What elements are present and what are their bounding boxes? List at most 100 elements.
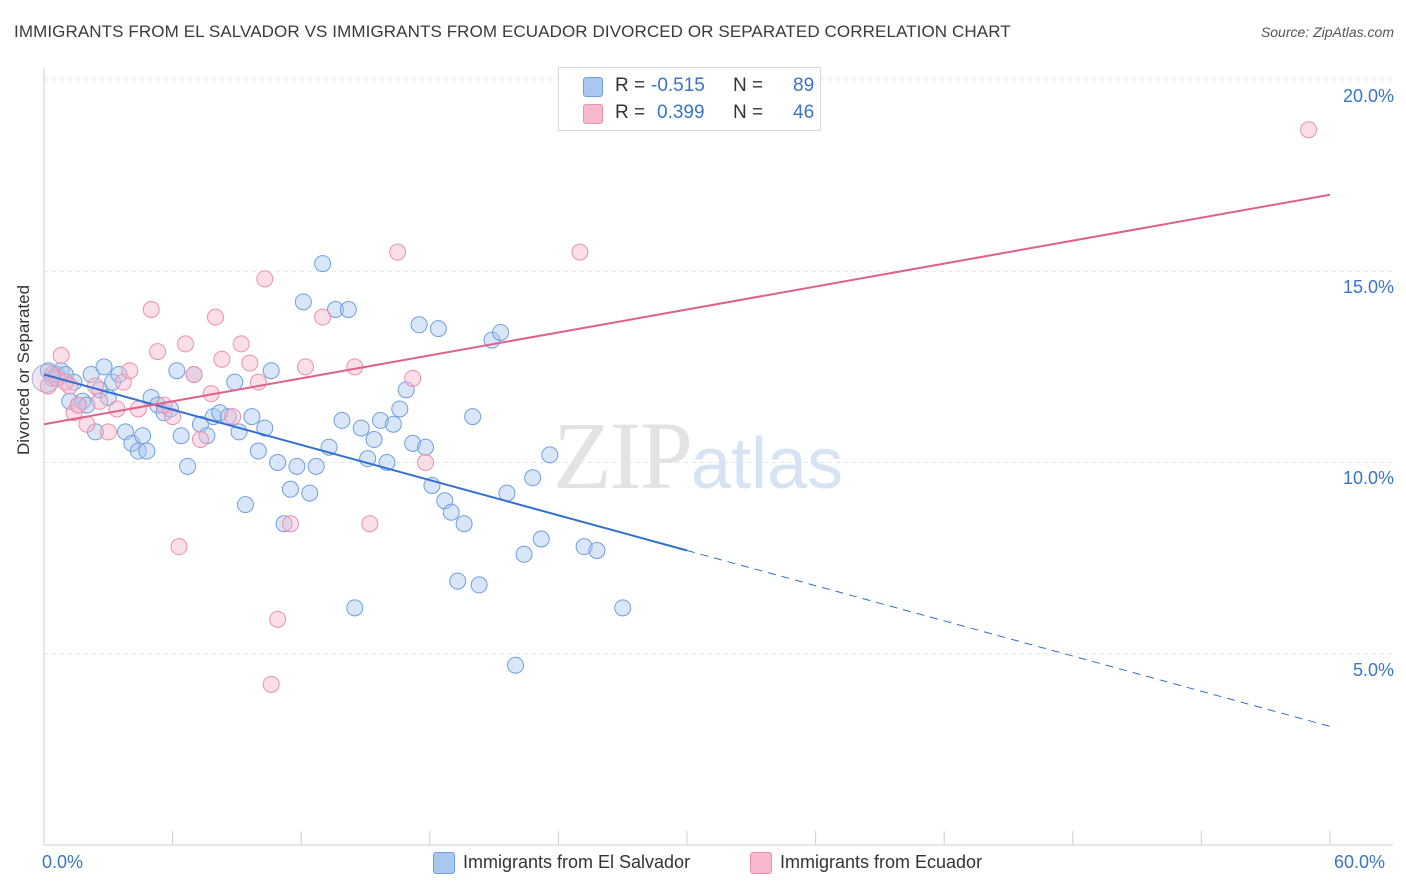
point-el-salvador — [588, 541, 606, 559]
point-ecuador — [314, 308, 332, 326]
legend-r-value: 0.399 — [657, 102, 705, 123]
legend-n-value: 89 — [793, 75, 815, 96]
point-el-salvador — [236, 496, 254, 514]
point-ecuador — [86, 377, 104, 395]
point-el-salvador — [249, 442, 267, 460]
point-el-salvador — [314, 255, 332, 273]
legend-r-label: R = — [615, 75, 646, 96]
point-ecuador — [170, 538, 188, 556]
point-el-salvador — [346, 599, 364, 617]
point-el-salvador — [134, 427, 152, 445]
legend-n-value: 46 — [793, 102, 815, 123]
point-el-salvador — [288, 457, 306, 475]
point-el-salvador — [301, 484, 319, 502]
point-el-salvador — [464, 408, 482, 426]
point-el-salvador — [110, 366, 128, 384]
y-tick-label: 20.0% — [1342, 86, 1394, 106]
point-el-salvador — [256, 419, 274, 437]
point-el-salvador — [524, 469, 542, 487]
point-el-salvador — [507, 656, 525, 674]
point-el-salvador — [372, 411, 390, 429]
legend-r-label: R = — [615, 102, 646, 123]
point-ecuador — [232, 335, 250, 353]
point-ecuador — [1300, 121, 1318, 139]
point-ecuador — [269, 610, 287, 628]
point-el-salvador — [492, 323, 510, 341]
point-ecuador — [206, 308, 224, 326]
y-tick-label: 10.0% — [1342, 468, 1394, 488]
point-el-salvador — [294, 293, 312, 311]
point-ecuador — [262, 675, 280, 693]
legend-swatch-ecuador — [583, 104, 603, 124]
point-el-salvador — [333, 411, 351, 429]
point-ecuador — [164, 408, 182, 426]
point-ecuador — [417, 454, 435, 471]
point-ecuador — [361, 515, 379, 533]
point-el-salvador — [541, 446, 559, 464]
point-el-salvador — [455, 515, 473, 533]
x-tick-label-min: 0.0% — [42, 852, 84, 872]
watermark: ZIPatlas — [553, 400, 843, 511]
point-el-salvador — [470, 576, 488, 594]
legend-n-label: N = — [733, 75, 764, 96]
y-axis-label: Divorced or Separated — [14, 284, 33, 455]
point-ecuador — [78, 415, 96, 433]
point-ecuador — [191, 431, 209, 449]
point-el-salvador — [429, 320, 447, 338]
legend-swatch-el-salvador — [583, 77, 603, 97]
point-ecuador — [296, 358, 314, 376]
point-ecuador — [69, 396, 87, 414]
point-ecuador — [108, 400, 126, 418]
point-el-salvador — [262, 362, 280, 380]
bottom-legend-swatch-el-salvador — [433, 852, 455, 874]
point-ecuador — [149, 343, 167, 361]
point-el-salvador — [230, 423, 248, 441]
point-el-salvador — [410, 316, 428, 334]
source-label: Source: ZipAtlas.com — [1260, 24, 1394, 40]
point-ecuador — [256, 270, 274, 288]
point-ecuador — [389, 243, 407, 261]
point-el-salvador — [275, 515, 293, 533]
x-tick-label-max: 60.0% — [1334, 852, 1386, 872]
point-el-salvador — [515, 545, 533, 563]
point-el-salvador — [82, 366, 100, 384]
point-el-salvador — [614, 599, 632, 617]
point-ecuador — [224, 408, 242, 426]
point-ecuador — [52, 346, 70, 364]
y-tick-label: 5.0% — [1352, 660, 1394, 680]
point-el-salvador — [243, 408, 261, 426]
point-ecuador — [213, 350, 231, 368]
point-el-salvador — [179, 457, 197, 475]
point-el-salvador — [211, 404, 229, 422]
point-el-salvador — [339, 301, 357, 318]
bottom-legend-label: Immigrants from El Salvador — [463, 852, 691, 872]
point-el-salvador — [532, 530, 550, 548]
point-el-salvador — [281, 480, 299, 498]
point-ecuador — [176, 335, 194, 353]
point-ecuador — [142, 301, 160, 318]
point-el-salvador — [78, 396, 96, 414]
point-ecuador — [404, 369, 422, 387]
point-el-salvador — [449, 572, 467, 590]
trend-line-ecuador — [43, 193, 1331, 426]
point-ecuador — [185, 366, 203, 384]
point-ecuador — [91, 392, 109, 410]
point-el-salvador — [307, 457, 325, 475]
bottom-legend-label: Immigrants from Ecuador — [780, 852, 983, 872]
point-el-salvador — [404, 434, 422, 452]
point-el-salvador — [269, 454, 287, 471]
point-el-salvador — [326, 301, 344, 318]
chart-title: IMMIGRANTS FROM EL SALVADOR VS IMMIGRANT… — [14, 22, 1011, 41]
point-ecuador — [241, 354, 259, 372]
legend-n-label: N = — [733, 102, 764, 123]
legend-r-value: -0.515 — [651, 75, 705, 96]
point-el-salvador — [172, 427, 190, 445]
trend-line-el-salvador — [43, 373, 688, 552]
point-el-salvador — [417, 438, 435, 456]
point-el-salvador — [391, 400, 409, 418]
point-ecuador — [281, 515, 299, 533]
point-el-salvador — [168, 362, 186, 380]
bottom-legend-swatch-ecuador — [750, 852, 772, 874]
point-ecuador — [121, 362, 139, 380]
